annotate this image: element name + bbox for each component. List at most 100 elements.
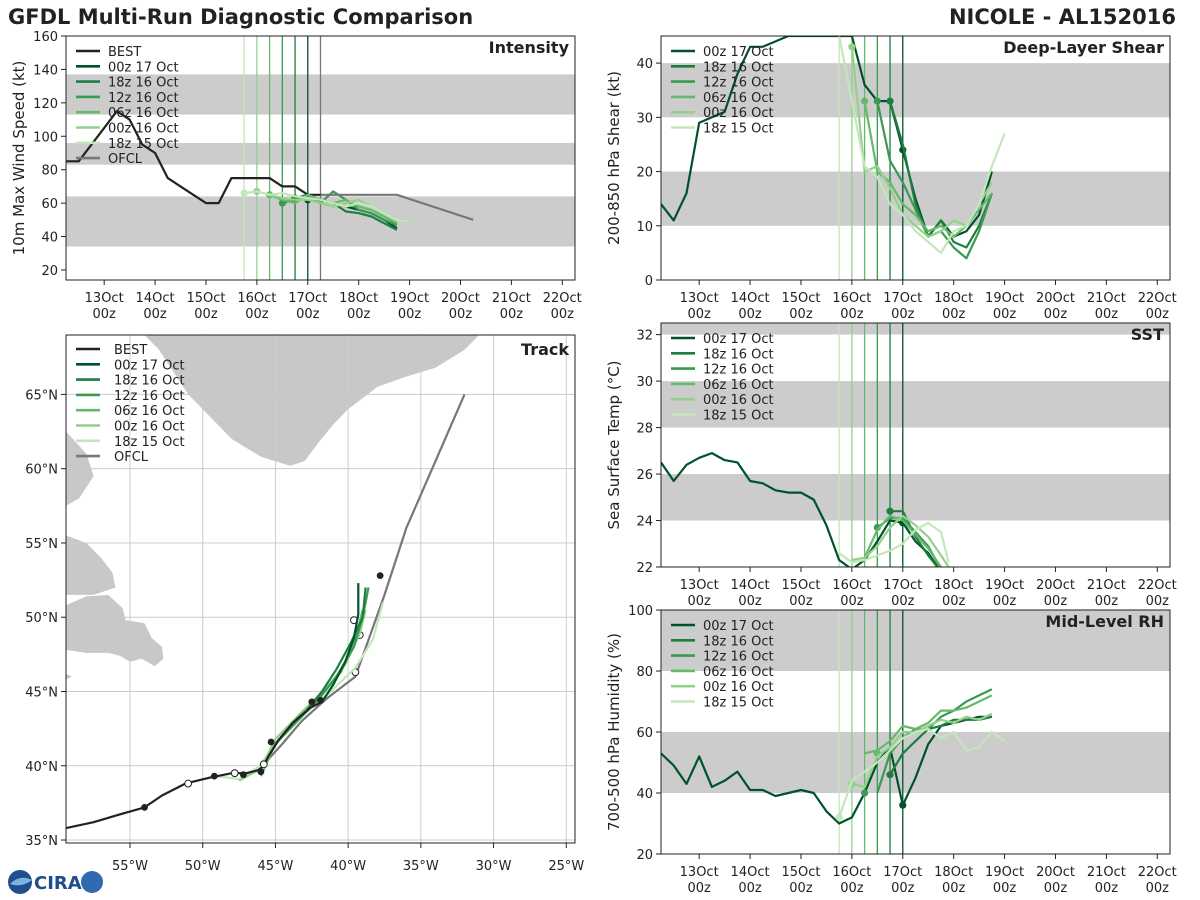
rh-xtick-hour: 00z [993,881,1017,896]
sst-panel: 22242628303213Oct00z14Oct00z15Oct00z16Oc… [605,322,1177,609]
shear-ytick-label: 0 [645,274,653,289]
rh-xtick-hour: 00z [1044,881,1068,896]
sst-xtick-hour: 00z [840,594,864,609]
intensity-xtick-hour: 00z [500,307,524,322]
shear-xtick-hour: 00z [942,307,966,322]
intensity-legend-label: 00z 16 Oct [108,122,179,137]
track-position-dot [210,772,218,780]
rh-legend-label: 00z 16 Oct [703,680,774,695]
rh-ytick-label: 60 [636,726,653,741]
sst-xtick-hour: 00z [738,594,762,609]
track-lat-label: 40°N [25,760,58,775]
rh-xtick-hour: 00z [738,881,762,896]
intensity-xtick-day: 14Oct [136,291,175,306]
sst-series-00z-16-oct [851,514,950,567]
shear-series-18z-16-oct [888,100,993,249]
rh-xtick-hour: 00z [891,881,915,896]
intensity-ytick-label: 100 [33,130,58,145]
track-lat-label: 65°N [25,388,58,403]
shear-series-18z-15-oct [838,36,1006,254]
track-lat-label: 55°N [25,537,58,552]
sst-band [661,474,1170,521]
rh-legend-label: 06z 16 Oct [703,665,774,680]
shear-series-dot [886,97,894,105]
cira-logo-text: CIRA [34,873,82,894]
track-legend-label: 18z 16 Oct [114,374,185,389]
rh-series-dot [899,801,907,809]
intensity-xtick-day: 17Oct [288,291,327,306]
rh-xtick-day: 13Oct [680,865,719,880]
shear-xtick-day: 14Oct [731,291,770,306]
intensity-xtick-hour: 00z [92,307,116,322]
shear-series-dot [848,43,856,51]
shear-xtick-day: 20Oct [1036,291,1075,306]
shear-xtick-hour: 00z [1146,307,1170,322]
shear-ytick-label: 10 [636,220,653,235]
track-legend-label: BEST [114,343,147,358]
sst-ytick-label: 28 [636,422,653,437]
rh-series-00z-17-oct [661,715,992,825]
track-lon-label: 50°W [185,859,221,874]
sst-series-dot [886,507,894,515]
shear-xtick-hour: 00z [1044,307,1068,322]
intensity-xtick-day: 15Oct [186,291,225,306]
intensity-plot-area [66,36,575,280]
track-lon-label: 55°W [112,859,148,874]
shear-title: Deep-Layer Shear [1003,38,1164,57]
sst-xtick-day: 13Oct [680,578,719,593]
sst-ytick-label: 24 [636,515,653,530]
rh-panel: 2040608010013Oct00z14Oct00z15Oct00z16Oct… [605,604,1177,896]
sst-xtick-day: 14Oct [731,578,770,593]
sst-xtick-day: 18Oct [934,578,973,593]
shear-xtick-hour: 00z [687,307,711,322]
shear-xtick-hour: 00z [840,307,864,322]
track-lon-label: 35°W [403,859,439,874]
rh-title: Mid-Level RH [1045,612,1164,631]
shear-xtick-hour: 00z [738,307,762,322]
sst-series-18z-15-oct [838,521,950,564]
shear-frame [660,35,1171,281]
rh-series-06z-16-oct [864,694,993,755]
shear-series-dot [873,97,881,105]
intensity-legend-label: 18z 16 Oct [108,76,179,91]
rh-xtick-hour: 00z [1095,881,1119,896]
shear-ylabel: 200-850 hPa Shear (kt) [605,71,623,245]
shear-panel: 01020304013Oct00z14Oct00z15Oct00z16Oct00… [605,35,1177,322]
shear-xtick-hour: 00z [891,307,915,322]
rh-xtick-day: 16Oct [832,865,871,880]
rh-xtick-day: 18Oct [934,865,973,880]
track-legend-label: 00z 16 Oct [114,420,185,435]
sst-legend-label: 06z 16 Oct [703,378,774,393]
rh-legend-label: 12z 16 Oct [703,650,774,665]
intensity-xtick-day: 20Oct [441,291,480,306]
track-position-dot [257,768,265,776]
sst-xtick-day: 22Oct [1138,578,1177,593]
rh-series-dot [835,813,843,822]
intensity-xtick-day: 18Oct [339,291,378,306]
sst-series-18z-16-oct [890,510,939,567]
track-lon-label: 30°W [476,859,512,874]
sst-xtick-day: 17Oct [883,578,922,593]
rh-ytick-label: 20 [636,848,653,863]
shear-legend-label: 18z 15 Oct [703,122,774,137]
track-series-18z-16-oct [306,587,367,710]
shear-xtick-day: 16Oct [832,291,871,306]
rh-plot-area [661,610,1170,854]
intensity-ytick-label: 140 [33,63,58,78]
sst-xtick-day: 19Oct [985,578,1024,593]
track-lat-label: 60°N [25,463,58,478]
intensity-xtick-hour: 00z [143,307,167,322]
shear-plot-area [661,36,1170,280]
intensity-xtick-day: 13Oct [85,291,124,306]
sst-ytick-label: 32 [636,329,653,344]
rh-xtick-day: 20Oct [1036,865,1075,880]
nova-scotia-land [66,673,72,680]
intensity-series-ofcl [320,193,474,221]
sst-ylabel: Sea Surface Temp (°C) [605,360,623,529]
track-position-dot [240,771,247,779]
intensity-xtick-hour: 00z [551,307,575,322]
intensity-xtick-day: 21Oct [492,291,531,306]
rh-ytick-label: 100 [628,604,653,619]
rh-xtick-day: 19Oct [985,865,1024,880]
